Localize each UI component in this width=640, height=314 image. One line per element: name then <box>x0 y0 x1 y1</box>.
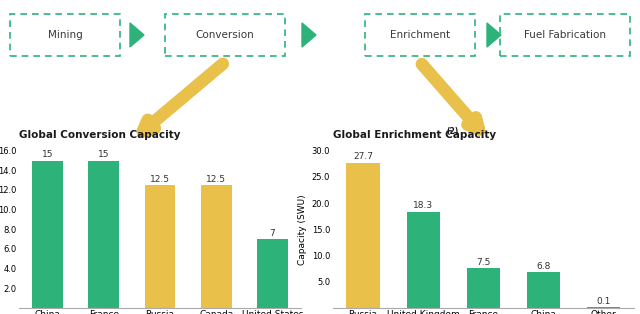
Bar <box>587 307 620 308</box>
Bar <box>467 268 500 308</box>
Text: Global Conversion Capacity: Global Conversion Capacity <box>19 130 180 140</box>
Y-axis label: Capacity (SWU): Capacity (SWU) <box>298 194 307 264</box>
Text: Mining: Mining <box>47 30 83 40</box>
Text: Fuel Fabrication: Fuel Fabrication <box>524 30 606 40</box>
Text: 12.5: 12.5 <box>150 175 170 184</box>
FancyBboxPatch shape <box>10 14 120 56</box>
Bar <box>257 239 288 308</box>
Bar <box>201 185 232 308</box>
Text: 15: 15 <box>98 150 109 159</box>
Text: 7.5: 7.5 <box>476 258 490 267</box>
Bar <box>145 185 175 308</box>
Bar <box>346 163 380 308</box>
Bar <box>527 272 560 308</box>
FancyBboxPatch shape <box>165 14 285 56</box>
Text: 27.7: 27.7 <box>353 152 373 161</box>
Text: 15: 15 <box>42 150 53 159</box>
Text: (2): (2) <box>447 127 459 136</box>
Text: 7: 7 <box>269 229 275 238</box>
Bar <box>32 160 63 308</box>
Text: 6.8: 6.8 <box>536 262 550 271</box>
Bar <box>406 212 440 308</box>
Text: Conversion: Conversion <box>196 30 254 40</box>
Text: 18.3: 18.3 <box>413 201 433 210</box>
Polygon shape <box>130 23 144 47</box>
Text: Enrichment: Enrichment <box>390 30 450 40</box>
Text: 0.1: 0.1 <box>596 297 611 306</box>
Polygon shape <box>487 23 501 47</box>
FancyBboxPatch shape <box>500 14 630 56</box>
Text: 12.5: 12.5 <box>206 175 227 184</box>
Text: Global Enrichment Capacity: Global Enrichment Capacity <box>333 130 496 140</box>
Bar <box>88 160 119 308</box>
FancyBboxPatch shape <box>365 14 475 56</box>
Polygon shape <box>302 23 316 47</box>
